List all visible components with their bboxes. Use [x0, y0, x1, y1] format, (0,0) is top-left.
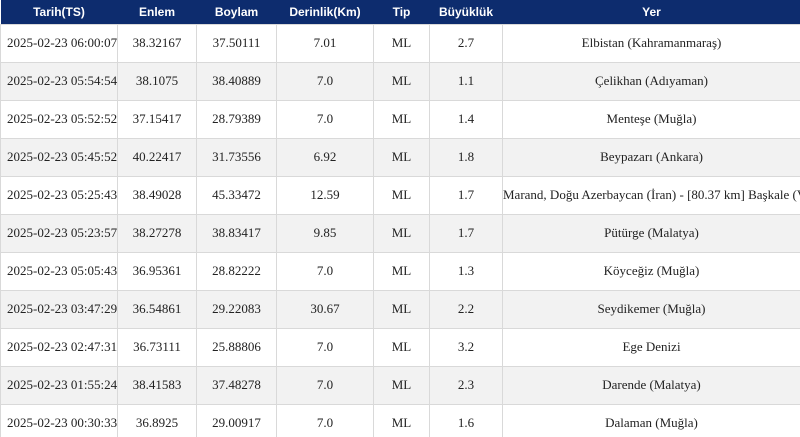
cell-location: Elbistan (Kahramanmaraş) [502, 23, 800, 63]
cell-longitude: 31.73556 [196, 137, 277, 177]
table-body: 2025-02-23 06:00:07 38.32167 37.50111 7.01 M… [0, 23, 800, 437]
cell-magnitude: 1.7 [429, 175, 503, 215]
cell-depth: 30.67 [276, 289, 374, 329]
cell-depth: 7.0 [276, 327, 374, 367]
header-latitude[interactable]: Enlem [138, 4, 175, 19]
table-header: Tarih(TS) Enlem Boylam Derinlik(Km) Tip … [0, 0, 800, 24]
cell-type: ML [373, 61, 430, 101]
cell-location: Ege Denizi [502, 327, 800, 367]
cell-longitude: 45.33472 [196, 175, 277, 215]
cell-depth: 7.0 [276, 403, 374, 437]
header-depth[interactable]: Derinlik(Km) [289, 4, 361, 19]
cell-location: Pütürge (Malatya) [502, 213, 800, 253]
cell-date: 2025-02-23 05:05:43 [0, 251, 118, 291]
cell-depth: 7.0 [276, 61, 374, 101]
cell-magnitude: 1.1 [429, 61, 503, 101]
table-row[interactable]: 2025-02-23 05:25:43 38.49028 45.33472 12.59… [0, 175, 800, 215]
cell-type: ML [373, 175, 430, 215]
table-row[interactable]: 2025-02-23 05:45:52 40.22417 31.73556 6.92 M… [0, 137, 800, 177]
header-location[interactable]: Yer [642, 4, 661, 19]
cell-latitude: 38.1075 [117, 61, 197, 101]
cell-location: Çelikhan (Adıyaman) [502, 61, 800, 101]
cell-date: 2025-02-23 00:30:33 [0, 403, 118, 437]
cell-latitude: 38.27278 [117, 213, 197, 253]
cell-magnitude: 2.3 [429, 365, 503, 405]
cell-depth: 9.85 [276, 213, 374, 253]
cell-depth: 7.0 [276, 251, 374, 291]
cell-magnitude: 1.3 [429, 251, 503, 291]
cell-depth: 7.0 [276, 99, 374, 139]
cell-date: 2025-02-23 03:47:29 [0, 289, 118, 329]
cell-magnitude: 1.8 [429, 137, 503, 177]
cell-type: ML [373, 289, 430, 329]
cell-magnitude: 2.2 [429, 289, 503, 329]
table-row[interactable]: 2025-02-23 05:05:43 36.95361 28.82222 7.0 ML… [0, 251, 800, 291]
cell-magnitude: 1.7 [429, 213, 503, 253]
cell-date: 2025-02-23 05:45:52 [0, 137, 118, 177]
cell-location: Menteşe (Muğla) [502, 99, 800, 139]
cell-longitude: 37.48278 [196, 365, 277, 405]
cell-date: 2025-02-23 05:54:54 [0, 61, 118, 101]
cell-magnitude: 1.6 [429, 403, 503, 437]
cell-location: Köyceğiz (Muğla) [502, 251, 800, 291]
cell-date: 2025-02-23 05:25:43 [0, 175, 118, 215]
header-date[interactable]: Tarih(TS) [33, 4, 85, 19]
cell-latitude: 38.49028 [117, 175, 197, 215]
header-type[interactable]: Tip [392, 4, 411, 19]
cell-depth: 12.59 [276, 175, 374, 215]
table-row[interactable]: 2025-02-23 01:55:24 38.41583 37.48278 7.0 ML… [0, 365, 800, 405]
cell-location: Seydikemer (Muğla) [502, 289, 800, 329]
cell-latitude: 36.73111 [117, 327, 197, 367]
table-row[interactable]: 2025-02-23 05:52:52 37.15417 28.79389 7.0 ML… [0, 99, 800, 139]
cell-magnitude: 2.7 [429, 23, 503, 63]
cell-longitude: 28.82222 [196, 251, 277, 291]
cell-latitude: 38.32167 [117, 23, 197, 63]
cell-date: 2025-02-23 06:00:07 [0, 23, 118, 63]
cell-type: ML [373, 365, 430, 405]
cell-latitude: 37.15417 [117, 99, 197, 139]
table-row[interactable]: 2025-02-23 00:30:33 36.8925 29.00917 7.0 ML 1… [0, 403, 800, 437]
cell-longitude: 25.88806 [196, 327, 277, 367]
cell-type: ML [373, 403, 430, 437]
cell-location: Dalaman (Muğla) [502, 403, 800, 437]
cell-latitude: 36.8925 [117, 403, 197, 437]
cell-latitude: 36.54861 [117, 289, 197, 329]
cell-longitude: 38.40889 [196, 61, 277, 101]
cell-location: Darende (Malatya) [502, 365, 800, 405]
header-row: Tarih(TS) Enlem Boylam Derinlik(Km) Tip … [0, 0, 800, 24]
cell-latitude: 36.95361 [117, 251, 197, 291]
cell-type: ML [373, 327, 430, 367]
cell-type: ML [373, 99, 430, 139]
cell-date: 2025-02-23 05:52:52 [0, 99, 118, 139]
header-magnitude[interactable]: Büyüklük [438, 4, 493, 19]
cell-depth: 7.01 [276, 23, 374, 63]
cell-longitude: 29.22083 [196, 289, 277, 329]
header-longitude[interactable]: Boylam [214, 4, 259, 19]
cell-depth: 6.92 [276, 137, 374, 177]
cell-type: ML [373, 251, 430, 291]
table-row[interactable]: 2025-02-23 05:23:57 38.27278 38.83417 9.85 M… [0, 213, 800, 253]
cell-latitude: 40.22417 [117, 137, 197, 177]
cell-depth: 7.0 [276, 365, 374, 405]
cell-type: ML [373, 137, 430, 177]
cell-date: 2025-02-23 05:23:57 [0, 213, 118, 253]
cell-longitude: 28.79389 [196, 99, 277, 139]
cell-date: 2025-02-23 02:47:31 [0, 327, 118, 367]
cell-magnitude: 1.4 [429, 99, 503, 139]
cell-magnitude: 3.2 [429, 327, 503, 367]
cell-latitude: 38.41583 [117, 365, 197, 405]
cell-type: ML [373, 23, 430, 63]
cell-longitude: 38.83417 [196, 213, 277, 253]
cell-location: Beypazarı (Ankara) [502, 137, 800, 177]
table-row[interactable]: 2025-02-23 03:47:29 36.54861 29.22083 30.67… [0, 289, 800, 329]
cell-location: Marand, Doğu Azerbaycan (İran) - [80.37 … [502, 175, 800, 215]
cell-date: 2025-02-23 01:55:24 [0, 365, 118, 405]
table-row[interactable]: 2025-02-23 06:00:07 38.32167 37.50111 7.01 M… [0, 23, 800, 63]
cell-longitude: 37.50111 [196, 23, 277, 63]
table-row[interactable]: 2025-02-23 05:54:54 38.1075 38.40889 7.0 ML 1… [0, 61, 800, 101]
table-row[interactable]: 2025-02-23 02:47:31 36.73111 25.88806 7.0 ML… [0, 327, 800, 367]
cell-longitude: 29.00917 [196, 403, 277, 437]
cell-type: ML [373, 213, 430, 253]
